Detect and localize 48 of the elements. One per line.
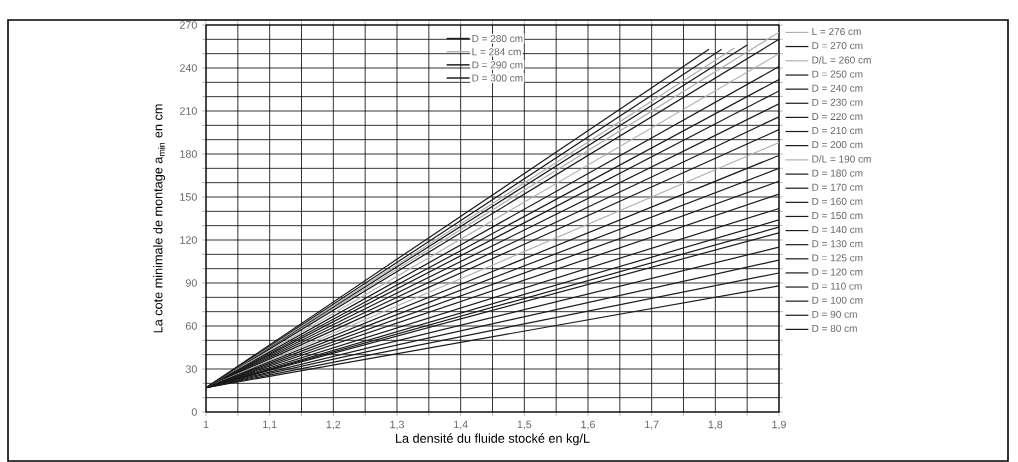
y-tick-label: 240 <box>180 64 197 72</box>
legend-label: D = 140 cm <box>812 226 863 234</box>
legend-label: D = 80 cm <box>812 324 857 332</box>
y-tick-label: 270 <box>180 21 197 29</box>
y-tick-label: 0 <box>191 408 197 416</box>
legend-label: D = 200 cm <box>812 141 863 149</box>
legend-label: D = 110 cm <box>812 282 862 290</box>
x-tick-label: 1,8 <box>708 420 723 430</box>
y-axis-title: La cote minimale de montage a$_{min}$ en cm <box>153 104 166 333</box>
legend-label: D = 160 cm <box>812 197 863 205</box>
legend-label: L = 276 cm <box>812 27 861 36</box>
legend-label: D = 90 cm <box>812 310 857 318</box>
legend-label: L = 284 cm <box>472 48 521 56</box>
x-tick-label: 1,1 <box>263 420 277 430</box>
y-tick-label: 90 <box>185 279 197 287</box>
x-tick-label: 1,9 <box>772 420 786 430</box>
legend-label: D = 220 cm <box>812 112 863 120</box>
y-tick-label: 210 <box>180 107 197 115</box>
legend-label: D/L = 260 cm <box>812 56 871 64</box>
x-tick-label: 1,7 <box>645 420 659 430</box>
legend-label: D = 150 cm <box>812 211 863 220</box>
legend-label: D = 120 cm <box>812 268 863 276</box>
x-tick-label: 1,6 <box>581 420 595 430</box>
legend-label: D = 130 cm <box>812 240 863 248</box>
legend-label: D = 270 cm <box>812 42 863 50</box>
x-tick-label: 1,3 <box>390 420 404 430</box>
legend-label: D = 240 cm <box>812 84 863 92</box>
y-tick-label: 180 <box>180 150 197 158</box>
legend-label: D/L = 190 cm <box>812 155 871 163</box>
legend-label: D = 230 cm <box>812 98 863 106</box>
x-tick-label: 1,5 <box>517 420 532 430</box>
y-tick-label: 30 <box>185 365 197 373</box>
y-tick-label: 150 <box>180 193 197 201</box>
y-tick-label: 120 <box>180 236 197 244</box>
legend-label: D = 300 cm <box>472 74 523 82</box>
legend-label: D = 100 cm <box>812 296 863 304</box>
x-tick-label: 1 <box>203 420 209 429</box>
x-axis-title: La densité du fluide stocké en kg/L <box>396 433 590 446</box>
y-tick-label: 60 <box>185 322 197 330</box>
x-tick-label: 1,2 <box>326 420 341 430</box>
legend-label: D = 280 cm <box>472 35 523 43</box>
legend-label: D = 250 cm <box>812 70 863 78</box>
legend-label: D = 180 cm <box>812 169 863 177</box>
legend-label: D = 210 cm <box>812 127 863 135</box>
x-tick-label: 1,4 <box>454 420 468 430</box>
legend-label: D = 125 cm <box>812 254 863 262</box>
legend-label: D = 170 cm <box>812 183 863 191</box>
legend-label: D = 290 cm <box>472 61 523 69</box>
